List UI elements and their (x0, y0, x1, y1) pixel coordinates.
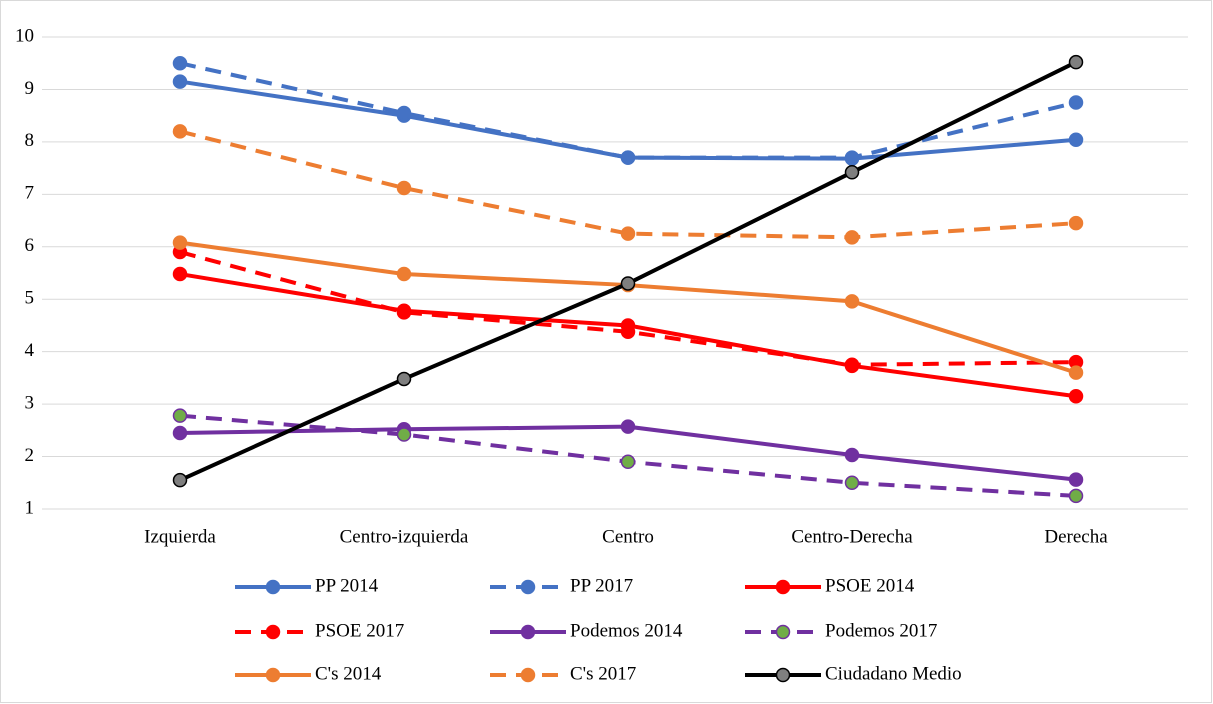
data-point (396, 371, 412, 387)
legend-marker (520, 579, 536, 595)
y-tick-label: 6 (25, 235, 35, 256)
data-point (1068, 365, 1084, 380)
legend-label: C's 2017 (570, 663, 636, 684)
legend-marker (775, 624, 791, 640)
legend-label: Podemos 2017 (825, 620, 937, 641)
legend-label: PP 2014 (315, 575, 379, 596)
legend-label: PP 2017 (570, 575, 633, 596)
data-point (172, 425, 188, 441)
x-tick-label: Centro (602, 526, 654, 547)
data-point (396, 105, 412, 121)
data-point (844, 150, 860, 165)
legend-marker (265, 624, 281, 640)
data-point (620, 324, 636, 339)
y-tick-label: 1 (25, 497, 35, 518)
data-point (396, 305, 412, 320)
data-point (172, 235, 188, 250)
legend-label: PSOE 2014 (825, 575, 915, 596)
data-point (1068, 488, 1084, 504)
data-point (1068, 388, 1084, 404)
legend-marker (775, 667, 791, 683)
y-tick-label: 10 (15, 25, 34, 46)
data-point (844, 475, 860, 491)
legend-marker (520, 667, 536, 683)
y-tick-label: 7 (25, 183, 35, 204)
data-point (844, 165, 860, 180)
legend-label: Ciudadano Medio (825, 663, 962, 684)
x-tick-label: Izquierda (144, 526, 216, 547)
data-point (1068, 132, 1084, 148)
data-point (172, 408, 188, 423)
data-point (620, 419, 636, 434)
y-tick-label: 2 (25, 445, 35, 466)
data-point (396, 266, 412, 282)
data-point (1068, 95, 1084, 110)
data-point (620, 226, 636, 241)
legend-label: Podemos 2014 (570, 620, 683, 641)
data-point (396, 180, 412, 196)
y-tick-label: 3 (25, 392, 35, 413)
y-tick-label: 4 (25, 340, 35, 361)
data-point (844, 294, 860, 309)
legend-marker (265, 667, 281, 683)
data-point (844, 447, 860, 463)
data-point (620, 150, 636, 165)
x-tick-label: Centro-izquierda (340, 526, 469, 547)
series-line (179, 129, 1077, 240)
data-point (396, 427, 412, 442)
x-tick-label: Derecha (1044, 526, 1108, 547)
legend-label: PSOE 2017 (315, 620, 404, 641)
data-point (1068, 215, 1084, 231)
x-tick-label: Centro-Derecha (791, 526, 913, 547)
legend-label: C's 2014 (315, 663, 382, 684)
legend-marker (265, 579, 281, 595)
legend-marker (775, 579, 791, 595)
data-point (620, 276, 636, 291)
data-point (844, 230, 860, 245)
legend-marker (520, 624, 536, 640)
data-point (620, 454, 636, 470)
data-point (844, 357, 860, 373)
data-point (172, 266, 188, 282)
y-tick-label: 8 (25, 130, 35, 151)
data-point (172, 55, 188, 71)
data-point (1068, 472, 1084, 487)
data-point (172, 124, 188, 139)
data-point (172, 472, 188, 488)
data-point (1068, 54, 1084, 70)
data-point (172, 74, 188, 89)
y-tick-label: 5 (25, 288, 35, 309)
y-tick-label: 9 (25, 78, 35, 99)
